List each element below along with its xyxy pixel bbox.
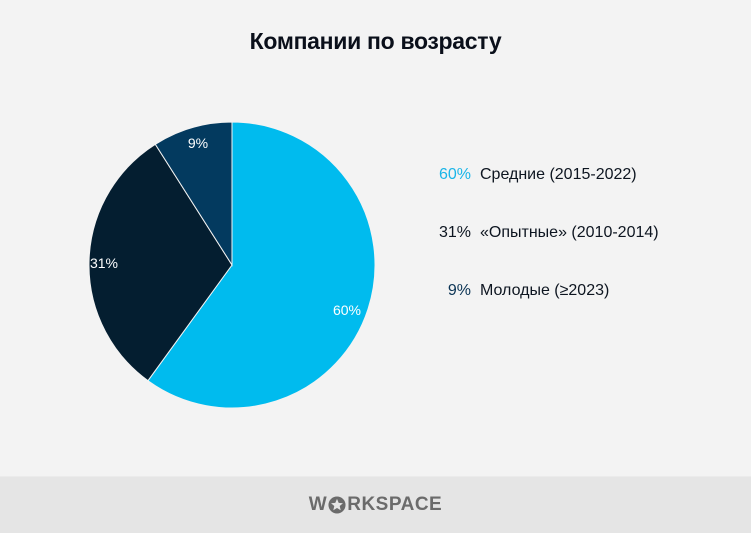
footer: W RKSPACE xyxy=(0,476,751,533)
legend-item-young: 9% Молодые (≥2023) xyxy=(431,282,609,306)
logo-text-right: RKSPACE xyxy=(347,494,443,515)
star-circle-icon xyxy=(328,496,346,514)
workspace-logo: W RKSPACE xyxy=(0,477,751,533)
legend-pct: 31% xyxy=(438,224,471,241)
chart-title: Компании по возрасту xyxy=(249,28,502,54)
pie-slice-medium xyxy=(147,121,376,409)
legend-label: Средние (2015-2022) xyxy=(480,166,637,183)
pie-slice-young xyxy=(154,121,233,267)
slice-label-experienced: 31% xyxy=(90,255,118,271)
pie-slice-experienced xyxy=(88,143,233,382)
legend-label: «Опытные» (2010-2014) xyxy=(480,224,659,241)
legend-item-medium: 60% Средние (2015-2022) xyxy=(431,166,637,190)
legend-pct: 9% xyxy=(447,282,471,299)
pie-chart: 60% 31% 9% xyxy=(88,121,376,409)
slice-label-medium: 60% xyxy=(333,302,361,318)
logo-text-left: W xyxy=(308,494,328,515)
slice-label-young: 9% xyxy=(188,135,208,151)
legend-item-experienced: 31% «Опытные» (2010-2014) xyxy=(431,224,659,248)
legend-pct: 60% xyxy=(438,166,471,183)
legend-label: Молодые (≥2023) xyxy=(480,282,610,299)
